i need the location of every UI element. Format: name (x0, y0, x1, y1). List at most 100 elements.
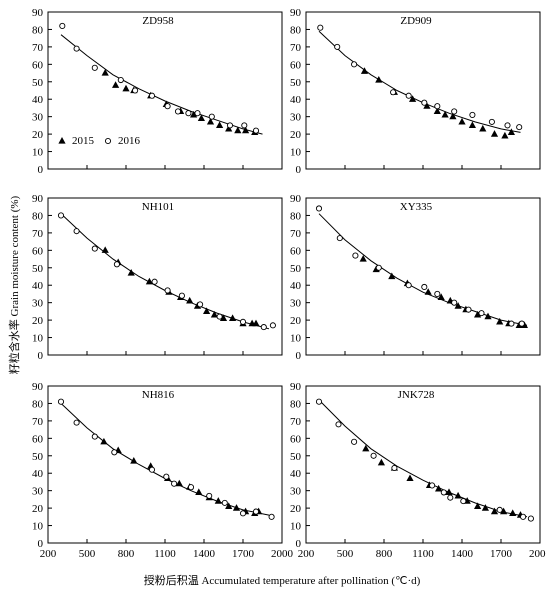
y-tick-label: 30 (290, 112, 302, 124)
panel-title: XY335 (400, 201, 433, 213)
data-point-2015 (225, 502, 233, 509)
data-point-2015 (484, 312, 492, 320)
data-point-2016 (336, 235, 343, 242)
plot-frame (305, 11, 541, 170)
y-tick-label: 80 (290, 210, 302, 222)
data-point-2016 (268, 513, 275, 520)
y-tick-label: 90 (290, 381, 302, 393)
data-point-2015 (101, 246, 109, 253)
data-point-2016 (421, 99, 428, 106)
y-tick-label: 20 (32, 315, 44, 327)
y-tick-label: 50 (32, 263, 44, 275)
data-point-2016 (178, 292, 185, 299)
data-point-2016 (375, 264, 382, 271)
y-tick-label: 20 (290, 129, 302, 141)
data-point-2015 (219, 314, 228, 321)
data-point-2015 (454, 302, 462, 309)
y-tick-label: 80 (32, 398, 44, 410)
data-point-2016 (148, 466, 156, 473)
data-point-2016 (73, 228, 80, 235)
panel-title: ZD909 (400, 15, 432, 27)
data-point-2016 (405, 282, 412, 289)
y-tick-label: 90 (32, 193, 44, 205)
x-tick-label: 500 (337, 548, 354, 560)
x-tick-label: 2000 (529, 548, 546, 560)
data-point-2015 (101, 69, 109, 76)
data-point-2016 (113, 261, 120, 268)
data-point-2015 (145, 277, 153, 285)
fit-curve (60, 403, 270, 516)
data-point-2015 (214, 497, 222, 504)
fit-curve (60, 213, 270, 330)
y-tick-label: 10 (32, 521, 44, 533)
plot-frame (47, 385, 283, 544)
data-point-2015 (252, 319, 260, 327)
data-point-2016 (496, 506, 503, 513)
data-point-2016 (148, 92, 156, 99)
data-point-2016 (315, 398, 323, 405)
data-point-2015 (441, 110, 449, 118)
data-point-2016 (269, 322, 276, 329)
y-tick-label: 80 (290, 398, 302, 410)
y-tick-label: 0 (296, 350, 302, 362)
data-point-2016 (451, 108, 458, 115)
data-point-2015 (122, 84, 130, 92)
data-point-2016 (391, 464, 398, 472)
data-point-2016 (352, 252, 359, 259)
y-tick-label: 80 (32, 210, 44, 222)
data-point-2016 (460, 498, 467, 505)
data-point-2015 (112, 81, 120, 88)
x-axis-title: 授粉后积温 Accumulated temperature after poll… (144, 573, 421, 587)
y-tick-label: 30 (32, 298, 44, 310)
plot-frame (47, 197, 283, 356)
data-point-2015 (445, 488, 453, 496)
data-point-2015 (406, 474, 414, 482)
y-tick-label: 90 (32, 7, 44, 19)
data-point-2015 (388, 272, 396, 280)
data-point-2016 (447, 494, 454, 501)
y-tick-label: 70 (290, 416, 302, 428)
data-point-2015 (210, 310, 218, 318)
plot-frame (305, 197, 541, 356)
fit-curve (318, 30, 521, 133)
data-point-2015 (225, 124, 233, 132)
y-tick-label: 40 (290, 94, 302, 106)
data-point-2015 (203, 307, 211, 314)
x-tick-label: 800 (376, 548, 393, 560)
data-point-2016 (91, 433, 98, 440)
data-point-2015 (437, 293, 445, 301)
legend-marker-2016 (104, 137, 112, 145)
data-point-2016 (518, 320, 525, 327)
data-point-2015 (479, 124, 487, 132)
x-tick-label: 200 (40, 548, 57, 560)
legend-label-2015: 2015 (72, 135, 95, 147)
data-point-2016 (315, 205, 323, 212)
y-tick-label: 20 (32, 129, 44, 141)
y-tick-label: 50 (290, 451, 302, 463)
y-tick-label: 60 (290, 245, 302, 257)
x-tick-label: 200 (298, 548, 315, 560)
data-point-2015 (359, 255, 367, 262)
data-point-2016 (421, 283, 428, 291)
data-point-2016 (351, 61, 358, 68)
y-tick-label: 10 (290, 521, 302, 533)
data-point-2015 (468, 121, 476, 128)
data-point-2016 (73, 419, 80, 426)
y-tick-label: 60 (290, 433, 302, 445)
data-point-2016 (405, 92, 412, 99)
data-point-2015 (100, 437, 108, 445)
y-tick-label: 60 (32, 59, 44, 71)
data-point-2015 (229, 314, 237, 321)
y-tick-label: 0 (38, 350, 44, 362)
y-tick-label: 40 (290, 280, 302, 292)
y-tick-label: 40 (290, 468, 302, 480)
data-point-2015 (423, 102, 431, 109)
panel-title: ZD958 (142, 15, 174, 27)
x-tick-label: 1700 (490, 548, 513, 560)
data-point-2016 (390, 89, 397, 96)
data-point-2016 (73, 45, 80, 52)
data-point-2016 (440, 489, 447, 496)
data-point-2016 (174, 108, 182, 115)
y-tick-label: 10 (32, 147, 44, 159)
